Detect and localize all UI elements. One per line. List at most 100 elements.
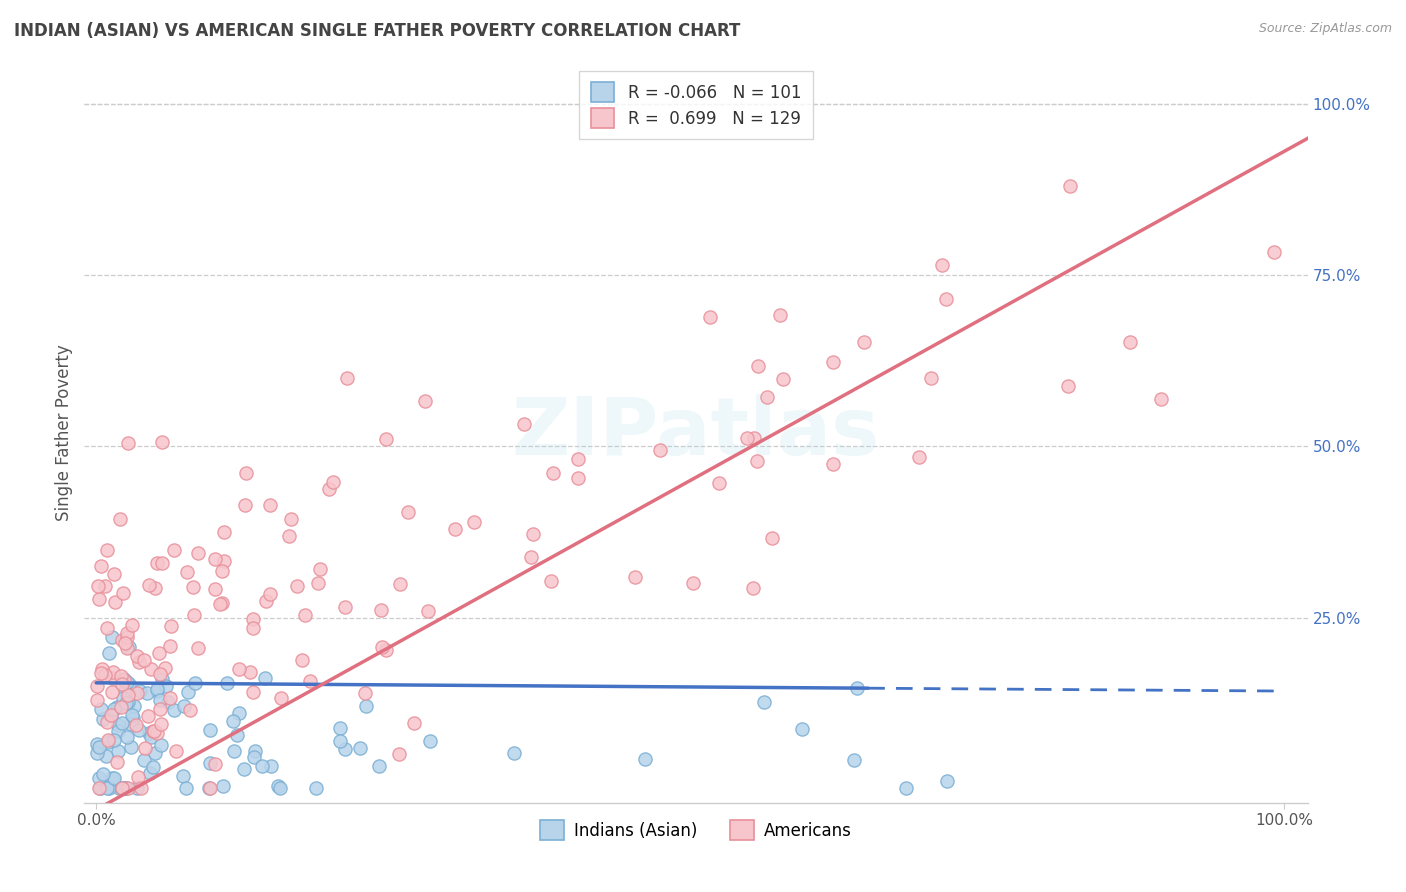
Point (153, 661, 176, 675)
Point (87, 592, 110, 607)
Point (132, 753, 155, 767)
Point (291, 653, 314, 667)
Point (165, 744, 187, 758)
Point (336, 370, 359, 384)
Y-axis label: Single Father Poverty: Single Father Poverty (55, 344, 73, 521)
Point (368, 758, 391, 772)
Point (567, 471, 589, 485)
Point (107, 723, 129, 738)
Point (228, 706, 250, 720)
Point (250, 759, 273, 773)
Point (143, 747, 166, 761)
Point (129, 781, 152, 796)
Point (97, 781, 120, 796)
Point (110, 512, 132, 526)
Point (122, 698, 145, 713)
Point (138, 726, 160, 740)
Point (139, 662, 162, 676)
Point (112, 673, 135, 688)
Point (370, 640, 392, 654)
Point (96, 781, 118, 796)
Point (159, 691, 181, 706)
Point (94, 748, 117, 763)
Point (114, 636, 136, 650)
Point (87, 740, 110, 755)
Point (243, 750, 266, 764)
Point (107, 717, 129, 731)
Point (682, 575, 704, 590)
Point (280, 512, 302, 526)
Point (125, 649, 148, 664)
Point (418, 604, 440, 618)
Point (89, 781, 111, 796)
Point (111, 716, 134, 731)
Point (541, 466, 564, 480)
Point (935, 293, 957, 307)
Point (173, 698, 195, 713)
Point (115, 640, 138, 655)
Point (136, 685, 159, 699)
Point (747, 454, 769, 468)
Point (253, 671, 276, 685)
Point (93, 667, 115, 681)
Point (181, 580, 204, 594)
Point (112, 672, 135, 686)
Point (204, 756, 226, 771)
Point (931, 258, 953, 272)
Point (100, 708, 122, 723)
Point (742, 431, 765, 445)
Point (179, 703, 201, 717)
Point (242, 612, 264, 626)
Point (103, 702, 125, 716)
Point (105, 699, 128, 714)
Point (125, 781, 148, 796)
Point (127, 686, 149, 700)
Point (370, 603, 392, 617)
Point (148, 702, 170, 716)
Point (235, 466, 257, 480)
Point (118, 677, 141, 691)
Point (149, 693, 172, 707)
Point (177, 684, 200, 698)
Point (419, 733, 441, 747)
Point (148, 646, 170, 660)
Point (294, 607, 316, 622)
Point (86, 680, 108, 694)
Point (96, 715, 118, 730)
Point (101, 771, 124, 785)
Point (150, 672, 173, 686)
Point (503, 746, 526, 760)
Point (111, 632, 134, 647)
Point (159, 639, 181, 653)
Point (239, 665, 262, 680)
Point (235, 498, 257, 512)
Point (145, 726, 167, 740)
Point (136, 709, 159, 723)
Point (375, 643, 398, 657)
Point (91, 662, 114, 676)
Point (707, 476, 730, 491)
Point (103, 733, 125, 747)
Point (107, 744, 129, 758)
Point (117, 436, 139, 450)
Point (134, 741, 156, 756)
Point (117, 781, 139, 796)
Point (94, 579, 117, 593)
Point (1150, 392, 1173, 407)
Point (96, 542, 118, 557)
Point (101, 665, 124, 680)
Point (96, 732, 118, 747)
Point (198, 756, 221, 771)
Point (333, 741, 356, 756)
Point (115, 630, 138, 644)
Point (115, 781, 138, 796)
Point (89, 771, 111, 785)
Point (118, 640, 141, 654)
Point (211, 564, 233, 578)
Point (149, 716, 172, 731)
Point (761, 532, 783, 546)
Text: ZIPatlas: ZIPatlas (512, 393, 880, 472)
Point (128, 684, 150, 698)
Point (228, 662, 250, 676)
Point (86, 692, 108, 706)
